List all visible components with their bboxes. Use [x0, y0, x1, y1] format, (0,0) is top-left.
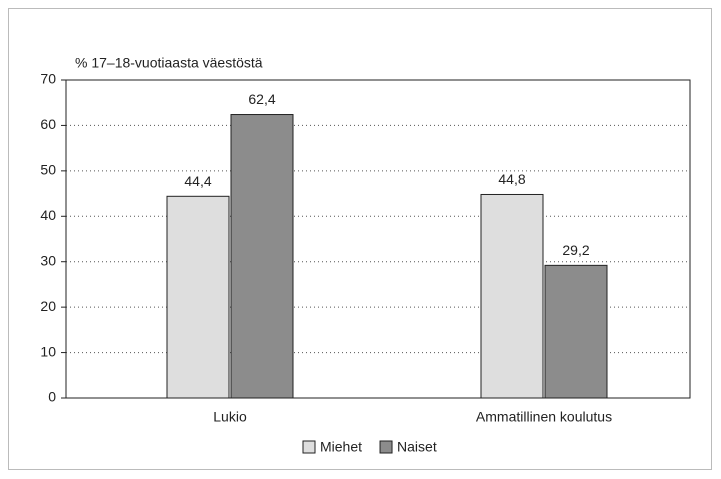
y-axis-label: % 17–18-vuotiaasta väestöstä	[75, 55, 263, 71]
legend-label: Naiset	[397, 439, 437, 455]
y-tick-label: 50	[40, 162, 56, 178]
value-label: 44,8	[498, 171, 525, 187]
bar	[544, 264, 608, 399]
y-tick-label: 20	[40, 298, 56, 314]
plot-frame	[65, 79, 691, 399]
value-label: 44,4	[184, 173, 211, 189]
outer-frame	[8, 8, 712, 470]
y-tick-label: 0	[48, 389, 56, 405]
legend-label: Miehet	[320, 439, 362, 455]
y-tick-label: 10	[40, 343, 56, 359]
x-tick-label: Lukio	[213, 409, 247, 425]
y-tick-label: 30	[40, 252, 56, 268]
x-tick-label: Ammatillinen koulutus	[476, 409, 612, 425]
value-label: 62,4	[248, 91, 275, 107]
bar	[230, 114, 294, 399]
bar	[166, 195, 230, 399]
y-tick-label: 60	[40, 116, 56, 132]
bar	[480, 193, 544, 399]
legend-swatch	[379, 440, 393, 454]
y-tick-label: 40	[40, 207, 56, 223]
y-tick-label: 70	[40, 71, 56, 87]
value-label: 29,2	[562, 242, 589, 258]
legend-swatch	[302, 440, 316, 454]
